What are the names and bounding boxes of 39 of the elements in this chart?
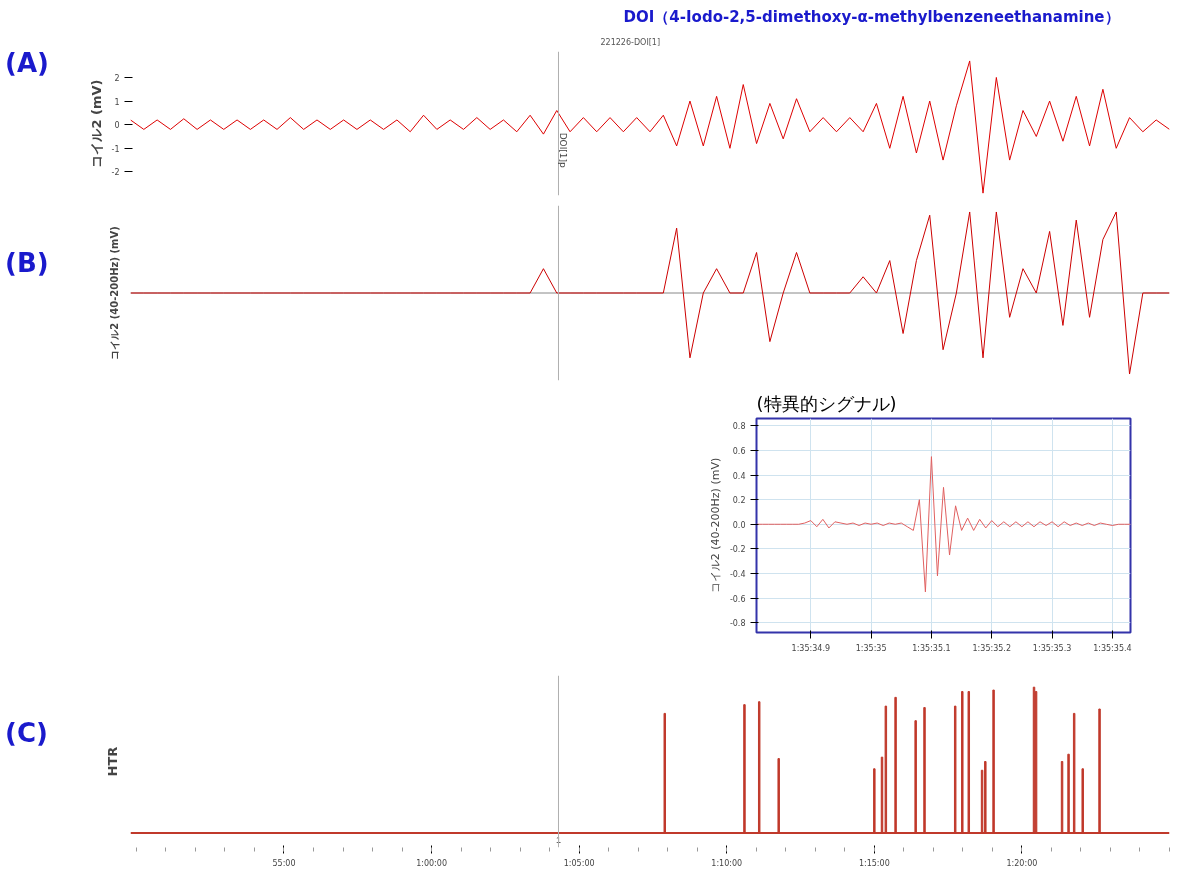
y-tick-label: 0.4 (732, 471, 746, 481)
y-tick-label: -0.8 (729, 619, 746, 629)
chart-title: (特異的シグナル) (756, 392, 897, 414)
text: (C) (5, 717, 48, 750)
x-tick-label: 1:35:35.3 (1032, 643, 1072, 653)
y-axis-title: コイル2 (mV) (88, 79, 104, 168)
y-tick-label: -1 (111, 144, 120, 154)
x-tick-label: 1:35:35.1 (912, 643, 951, 653)
x-tick-label: 1:05:00 (563, 858, 595, 868)
x-tick-label: 1:35:35.2 (972, 643, 1012, 653)
x-tick-label: 1:35:34.9 (791, 643, 831, 653)
line-series (130, 60, 1170, 194)
y-tick-label: -0.4 (729, 569, 746, 579)
y-tick-label: 0.2 (732, 496, 746, 506)
y-tick-label: 0.6 (732, 446, 746, 456)
y-tick-label: -0.2 (729, 545, 746, 555)
x-tick-label: 1:00:00 (416, 858, 447, 868)
x-tick-label: 55:00 (272, 858, 296, 868)
annotation: DOI[1]p (558, 132, 569, 169)
y-tick-label: -2 (111, 168, 120, 178)
chart-title: DOI（4-Iodo-2,5-dimethoxy-α-methylbenzeneethanamine） (623, 7, 1120, 26)
x-tick-label: 1:35:35.4 (1093, 643, 1132, 653)
line-series (756, 456, 1131, 593)
y-axis-title: コイル2 (40-200Hz) (mV) (708, 457, 722, 594)
chart-subtitle: 221226-DOI[1] (600, 37, 661, 47)
text: (A) (5, 47, 49, 80)
y-tick-label: 1 (114, 97, 120, 107)
x-tick-label: 1:15:00 (858, 858, 890, 868)
y-tick-label: 0.0 (732, 520, 746, 530)
text: (B) (5, 247, 49, 280)
y-tick-label: 0.8 (732, 422, 746, 432)
y-tick-label: 0 (114, 121, 120, 131)
x-tick-label: 1:35:35 (855, 643, 887, 653)
y-axis-title: コイル2 (40-200Hz) (mV) (108, 226, 120, 360)
x-tick-label: 1:20:00 (1006, 858, 1038, 868)
x-tick-label: 1:10:00 (711, 858, 743, 868)
y-tick-label: -0.6 (729, 594, 746, 604)
y-tick-label: 2 (114, 73, 120, 83)
y-axis-title: HTR (104, 746, 120, 777)
